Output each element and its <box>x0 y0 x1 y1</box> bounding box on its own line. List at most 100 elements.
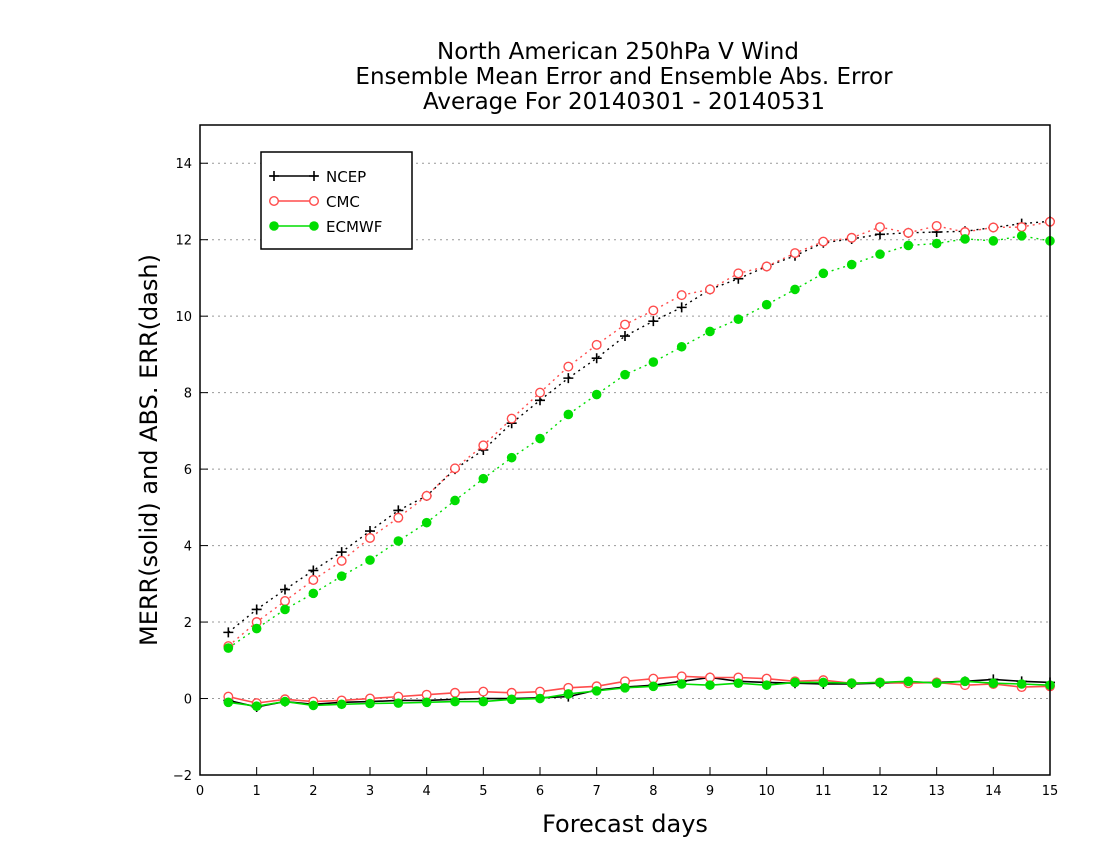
data-point-ecmwf-abs-err <box>365 555 375 565</box>
data-point-ecmwf-mean-err <box>365 698 375 709</box>
data-point-ecmwf-mean-err <box>1016 679 1027 689</box>
data-point-ecmwf-mean-err <box>931 678 942 689</box>
data-point-ecmwf-mean-err <box>818 677 829 688</box>
legend-marker-cmc <box>309 195 320 206</box>
title-line-1: North American 250hPa V Wind <box>437 39 799 65</box>
data-point-ecmwf-mean-err <box>960 676 970 687</box>
data-point-cmc-abs-err <box>478 440 489 451</box>
series-line-ecmwf-abs-err <box>227 235 1051 649</box>
data-point-ecmwf-mean-err <box>733 678 744 689</box>
data-point-cmc-abs-err <box>393 512 404 523</box>
data-point-cmc-abs-err <box>1016 222 1027 233</box>
data-point-cmc-abs-err <box>705 284 716 295</box>
x-tick-label: 0 <box>196 784 204 799</box>
legend-item-ecmwf: ECMWF <box>269 218 382 236</box>
x-axis-label: Forecast days <box>542 810 708 838</box>
x-tick-label: 14 <box>985 784 1002 799</box>
y-axis-label: MERR(solid) and ABS. ERR(dash) <box>135 254 163 646</box>
legend-marker-cmc <box>269 195 280 206</box>
x-tick-label: 11 <box>815 784 832 799</box>
data-point-ncep-abs-err <box>648 316 659 327</box>
x-tick-label: 10 <box>758 784 775 799</box>
data-point-ecmwf-mean-err <box>478 696 489 707</box>
y-tick-label: 10 <box>175 310 192 325</box>
data-point-ecmwf-abs-err <box>336 571 347 581</box>
data-point-cmc-abs-err <box>336 555 347 566</box>
data-point-cmc-abs-err <box>790 248 801 259</box>
data-point-ecmwf-mean-err <box>563 689 574 699</box>
legend-item-ncep: NCEP <box>269 168 366 186</box>
data-point-ncep-abs-err <box>563 373 574 384</box>
data-point-ecmwf-mean-err <box>875 677 885 688</box>
data-point-ncep-abs-err <box>308 565 319 576</box>
data-point-ecmwf-abs-err <box>308 588 319 599</box>
data-point-ecmwf-abs-err <box>960 234 970 244</box>
data-point-ecmwf-mean-err <box>393 698 404 708</box>
series-line-cmc-mean-err <box>228 675 1051 704</box>
data-point-cmc-abs-err <box>903 227 914 238</box>
data-point-ecmwf-abs-err <box>648 357 659 367</box>
data-point-ecmwf-abs-err <box>421 517 432 528</box>
data-point-ecmwf-abs-err <box>280 604 290 615</box>
data-point-ecmwf-mean-err <box>251 701 262 711</box>
data-point-ncep-abs-err <box>280 584 290 595</box>
data-point-ecmwf-abs-err <box>790 284 800 295</box>
data-point-ecmwf-abs-err <box>393 536 404 546</box>
x-tick-label: 8 <box>649 784 657 799</box>
data-point-ecmwf-mean-err <box>535 693 545 704</box>
data-point-ecmwf-mean-err <box>846 678 857 689</box>
x-tick-label: 3 <box>366 784 374 799</box>
data-point-ecmwf-abs-err <box>846 259 857 270</box>
chart-title: North American 250hPa V Wind Ensemble Me… <box>355 39 893 115</box>
data-point-cmc-abs-err <box>818 236 829 247</box>
data-point-cmc-abs-err <box>308 575 319 586</box>
data-point-cmc-abs-err <box>506 413 517 424</box>
data-point-cmc-mean-err <box>450 687 461 698</box>
data-point-ecmwf-mean-err <box>676 679 687 689</box>
x-tick-label: 7 <box>593 784 601 799</box>
data-point-cmc-abs-err <box>620 319 631 330</box>
legend: NCEP CMC ECMWF <box>260 151 413 250</box>
data-point-ncep-abs-err <box>251 604 262 615</box>
series-cmc <box>223 216 1055 709</box>
data-point-ecmwf-abs-err <box>1016 231 1027 241</box>
data-point-ecmwf-abs-err <box>478 473 489 484</box>
data-point-ncep-abs-err <box>336 547 347 558</box>
legend-marker-ecmwf <box>269 221 279 231</box>
x-tick-label: 5 <box>479 784 487 799</box>
data-point-ecmwf-abs-err <box>903 240 914 251</box>
legend-marker-ncep <box>309 171 319 181</box>
data-point-ncep-abs-err <box>591 353 602 364</box>
data-point-ecmwf-mean-err <box>761 680 772 690</box>
data-point-ecmwf-abs-err <box>705 326 715 337</box>
x-tick-label: 6 <box>536 784 544 799</box>
data-point-ecmwf-abs-err <box>733 314 744 325</box>
legend-marker-ecmwf <box>309 221 319 231</box>
plot-series <box>223 216 1055 712</box>
data-point-ecmwf-mean-err <box>620 683 630 693</box>
x-tick-label: 15 <box>1042 784 1059 799</box>
y-tick-label: 2 <box>184 616 192 631</box>
x-tick-label: 4 <box>423 784 431 799</box>
data-point-cmc-abs-err <box>280 596 291 607</box>
data-point-cmc-abs-err <box>365 532 376 543</box>
y-tick-label: 0 <box>184 693 192 708</box>
data-point-ecmwf-mean-err <box>450 696 460 707</box>
data-point-ecmwf-mean-err <box>280 696 290 707</box>
legend-marker-ncep <box>269 171 279 181</box>
x-tick-label: 12 <box>872 784 889 799</box>
data-point-cmc-mean-err <box>478 686 489 697</box>
data-point-cmc-abs-err <box>733 268 744 279</box>
x-tick-label: 9 <box>706 784 714 799</box>
title-line-2: Ensemble Mean Error and Ensemble Abs. Er… <box>355 64 893 90</box>
legend-item-cmc: CMC <box>269 193 360 211</box>
series-line-ncep-abs-err <box>227 220 1051 633</box>
data-point-ncep-abs-err <box>223 627 234 638</box>
data-point-cmc-abs-err <box>676 290 687 301</box>
data-point-cmc-abs-err <box>846 232 857 243</box>
series-ecmwf <box>223 231 1055 711</box>
data-point-cmc-abs-err <box>761 261 772 272</box>
series-ncep <box>223 216 1055 712</box>
